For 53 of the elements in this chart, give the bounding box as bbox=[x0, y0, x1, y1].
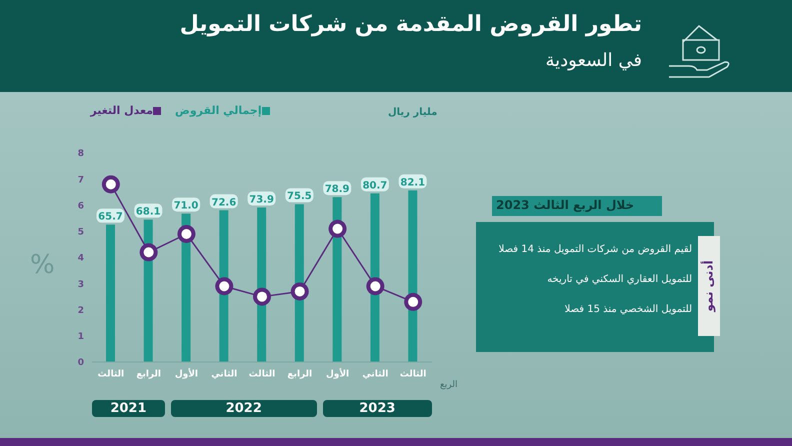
y-tick-label: 5 bbox=[78, 228, 84, 238]
point bbox=[140, 243, 158, 262]
y-tick-label: 0 bbox=[78, 358, 84, 368]
text: للتمويل الشخصي منذ 15 فصلا bbox=[564, 304, 692, 315]
chart-title: تطور القروض المقدمة من شركات التمويل bbox=[180, 12, 642, 37]
x-tick-label: الرابع bbox=[287, 369, 312, 380]
data-label: 65.7 bbox=[98, 212, 123, 223]
data-label: 82.1 bbox=[400, 177, 426, 188]
x-tick-label: الثالث bbox=[98, 369, 124, 380]
point bbox=[177, 224, 196, 243]
x-tick-label: الأول bbox=[174, 367, 198, 380]
point bbox=[328, 220, 347, 238]
y2-axis-title: مليار ريال bbox=[388, 107, 438, 118]
legend-label: إجمالي القروض bbox=[175, 104, 262, 117]
x-tick-label: الثالث bbox=[400, 369, 426, 380]
x-tick-label: الثاني bbox=[362, 369, 388, 380]
text: 2023 bbox=[322, 400, 432, 417]
y-tick-label: 6 bbox=[78, 201, 84, 212]
data-label: 73.9 bbox=[249, 194, 274, 206]
x-tick-label: الثاني bbox=[211, 369, 238, 380]
text: خلال الربع الثالث 2023 bbox=[496, 198, 634, 212]
y-tick-label: 1 bbox=[78, 332, 84, 342]
point bbox=[366, 277, 384, 296]
x-axis-title: الربع bbox=[440, 380, 458, 390]
text: أدنى نمو bbox=[702, 260, 716, 312]
point bbox=[215, 277, 234, 296]
text: للتمويل العقاري السكني في تاريخه bbox=[547, 274, 692, 285]
data-label: 68.1 bbox=[136, 206, 161, 218]
bar bbox=[106, 224, 115, 362]
y-tick-label: 3 bbox=[78, 280, 84, 290]
point bbox=[404, 292, 422, 311]
point bbox=[253, 288, 271, 306]
data-label: 78.9 bbox=[324, 184, 350, 196]
legend-label: معدل التغير bbox=[90, 104, 154, 117]
bar bbox=[408, 190, 418, 362]
text: 2022 bbox=[170, 400, 317, 417]
y-axis-title: % bbox=[30, 250, 55, 280]
y-tick-label: 4 bbox=[78, 254, 84, 264]
text: في السعودية bbox=[545, 50, 642, 71]
x-tick-label: الأول bbox=[326, 367, 350, 380]
x-tick-label: الثالث bbox=[248, 369, 276, 380]
data-label: 71.0 bbox=[174, 200, 198, 212]
y-tick-label: 8 bbox=[78, 149, 84, 160]
y-tick-label: 2 bbox=[78, 306, 84, 316]
point bbox=[290, 282, 309, 300]
y-tick-label: 7 bbox=[78, 175, 84, 186]
data-label: 72.6 bbox=[211, 197, 236, 208]
text: لقيم القروض من شركات التمويل منذ 14 فصلا bbox=[498, 244, 692, 255]
text: 2021 bbox=[92, 400, 165, 417]
data-label: 80.7 bbox=[362, 180, 388, 192]
point bbox=[102, 175, 120, 194]
data-label: 75.5 bbox=[287, 191, 312, 202]
x-tick-label: الرابع bbox=[136, 369, 162, 380]
